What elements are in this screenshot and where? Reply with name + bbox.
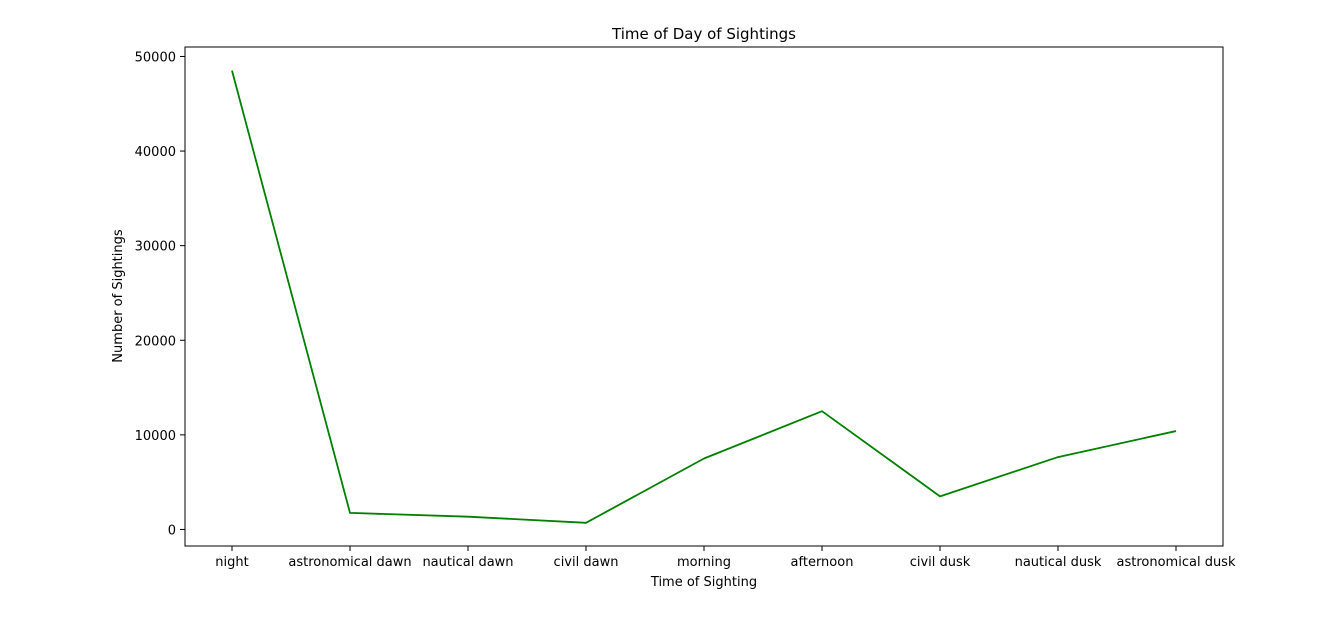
y-tick-label: 30000	[135, 240, 176, 255]
y-tick-label: 10000	[135, 429, 176, 444]
x-tick-label: civil dusk	[910, 555, 971, 570]
x-tick-label: astronomical dusk	[1117, 555, 1236, 570]
y-tick-label: 50000	[135, 50, 176, 65]
x-tick-label: civil dawn	[554, 555, 619, 570]
x-tick-label: morning	[677, 555, 731, 570]
y-tick-label: 0	[168, 523, 176, 538]
x-tick-label: nautical dawn	[422, 555, 513, 570]
plot-area: night astronomical dawn nautical dawn civil…	[135, 46, 1236, 570]
x-tick-label: astronomical dawn	[288, 555, 411, 570]
chart-title: Time of Day of Sightings	[611, 25, 796, 43]
x-tick-label: nautical dusk	[1015, 555, 1102, 570]
x-axis-label: Time of Sighting	[650, 575, 757, 590]
y-tick-label: 40000	[135, 145, 176, 160]
y-axis-label: Number of Sightings	[111, 229, 126, 363]
x-tick-label: night	[215, 555, 248, 570]
x-tick-label: afternoon	[791, 555, 854, 570]
y-tick-label: 20000	[135, 334, 176, 349]
